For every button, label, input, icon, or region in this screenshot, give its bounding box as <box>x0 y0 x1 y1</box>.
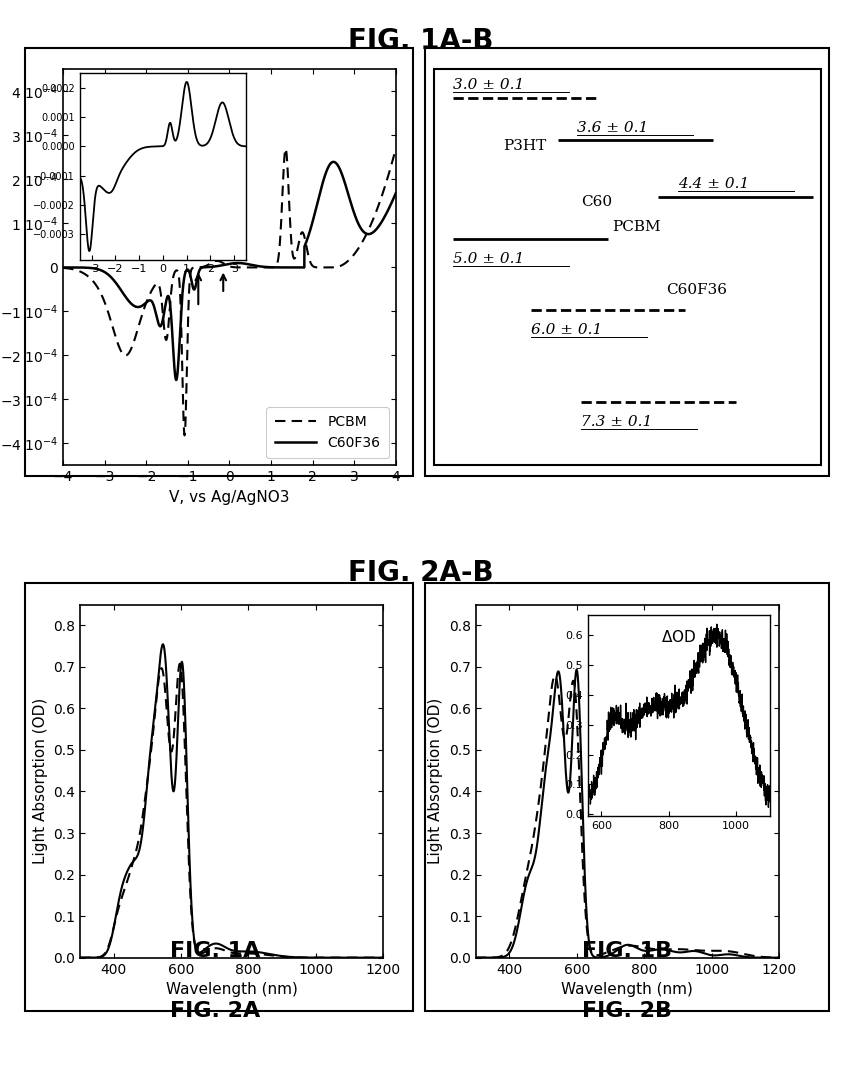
Line: PCBM: PCBM <box>63 149 396 435</box>
Text: PCBM: PCBM <box>612 219 660 233</box>
Y-axis label: Light Absorption (OD): Light Absorption (OD) <box>429 698 444 865</box>
PCBM <box>185 269 195 281</box>
C60F36 <box>332 157 342 170</box>
Text: P3HT: P3HT <box>504 139 546 153</box>
PCBM <box>391 142 401 155</box>
C60F36 <box>119 288 129 301</box>
Text: FIG. 2A: FIG. 2A <box>169 1000 260 1021</box>
Text: 3.6 ± 0.1: 3.6 ± 0.1 <box>577 121 648 135</box>
C60F36 <box>185 269 195 281</box>
PCBM <box>306 258 317 271</box>
Text: FIG. 2A-B: FIG. 2A-B <box>349 559 493 586</box>
Text: 3.0 ± 0.1: 3.0 ± 0.1 <box>453 78 525 92</box>
Text: FIG. 2B: FIG. 2B <box>583 1000 672 1021</box>
PCBM <box>332 261 342 274</box>
PCBM <box>179 429 189 442</box>
PCBM <box>58 261 68 274</box>
X-axis label: Wavelength (nm): Wavelength (nm) <box>562 982 693 997</box>
Legend: PCBM, C60F36: PCBM, C60F36 <box>266 407 389 459</box>
PCBM <box>280 142 290 155</box>
C60F36 <box>171 373 181 386</box>
C60F36 <box>391 187 401 200</box>
PCBM <box>119 348 129 361</box>
Text: 6.0 ± 0.1: 6.0 ± 0.1 <box>530 323 602 337</box>
Line: C60F36: C60F36 <box>63 162 396 380</box>
X-axis label: V, vs Ag/AgNO3: V, vs Ag/AgNO3 <box>169 490 290 505</box>
Text: C60F36: C60F36 <box>666 284 727 297</box>
Text: FIG. 1A-B: FIG. 1A-B <box>349 27 493 55</box>
C60F36 <box>328 155 338 168</box>
C60F36 <box>306 219 317 232</box>
Text: C60: C60 <box>581 196 612 210</box>
Y-axis label: Light Absorption (OD): Light Absorption (OD) <box>33 698 48 865</box>
C60F36 <box>274 261 285 274</box>
X-axis label: Wavelength (nm): Wavelength (nm) <box>166 982 297 997</box>
Text: 5.0 ± 0.1: 5.0 ± 0.1 <box>453 253 525 266</box>
Text: 4.4 ± 0.1: 4.4 ± 0.1 <box>678 177 749 192</box>
Text: FIG. 1A: FIG. 1A <box>169 941 260 961</box>
PCBM <box>258 261 268 274</box>
C60F36 <box>58 261 68 274</box>
C60F36 <box>258 260 268 273</box>
Text: FIG. 1B: FIG. 1B <box>582 941 673 961</box>
PCBM <box>274 241 285 254</box>
Text: 7.3 ± 0.1: 7.3 ± 0.1 <box>581 414 652 429</box>
